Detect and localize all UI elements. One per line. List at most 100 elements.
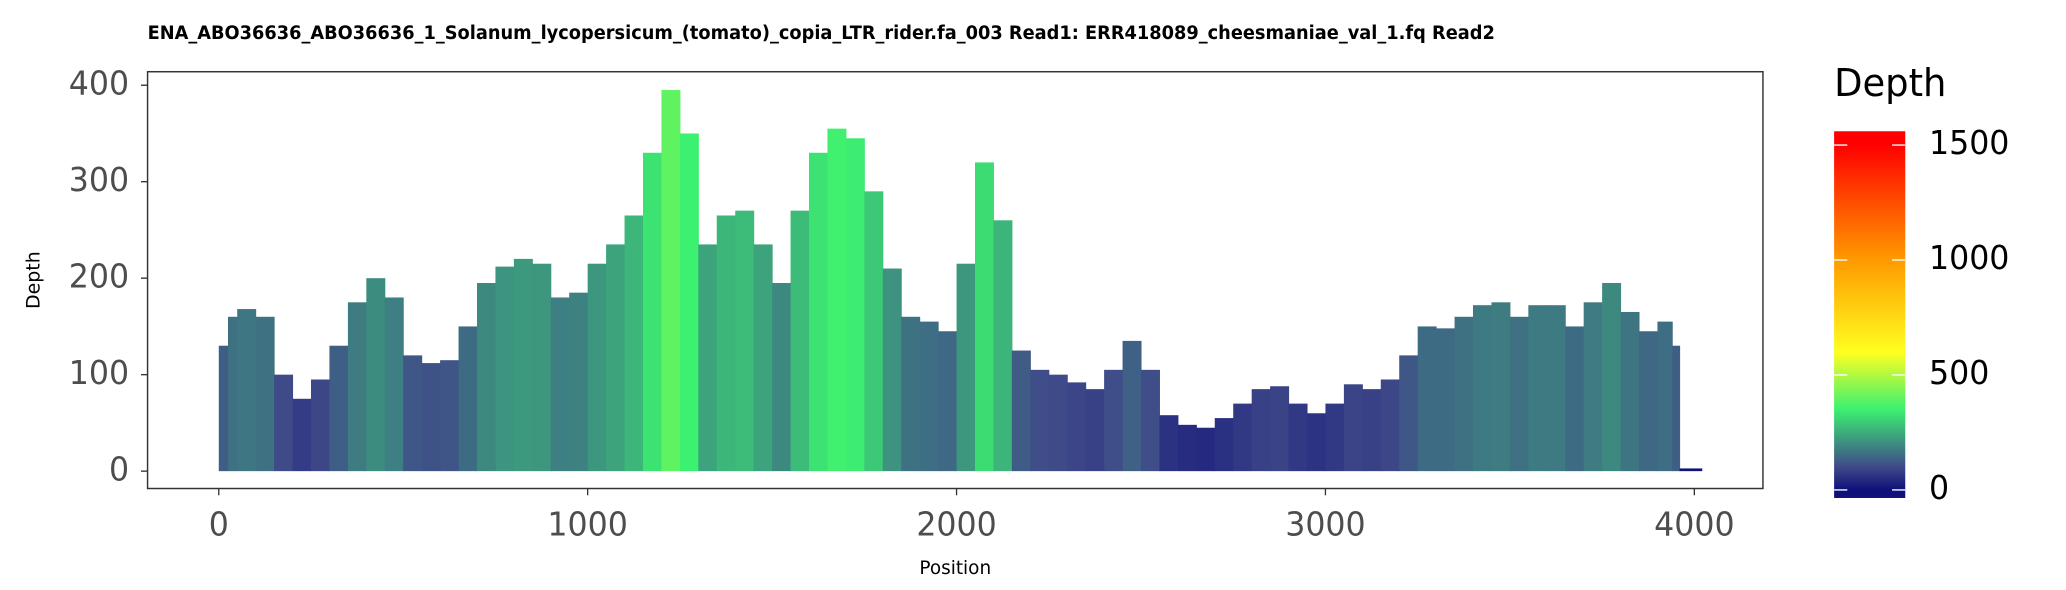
- bar: [1602, 283, 1622, 472]
- bar: [366, 278, 386, 472]
- bar: [292, 398, 312, 472]
- bar: [513, 258, 533, 472]
- bar: [1546, 305, 1566, 472]
- bar: [1196, 427, 1216, 472]
- bar: [421, 363, 441, 472]
- bar: [1620, 311, 1640, 472]
- bar: [1657, 321, 1673, 472]
- bar: [218, 345, 229, 472]
- bar: [237, 309, 257, 472]
- y-tick-label: 300: [69, 160, 129, 199]
- bar: [1362, 389, 1382, 472]
- bar: [274, 374, 294, 472]
- bar: [1509, 316, 1529, 472]
- y-tick-label: 400: [69, 64, 129, 103]
- x-tick-label: 2000: [916, 505, 996, 544]
- bar: [679, 133, 699, 472]
- colorbar-label: 1000: [1929, 239, 2009, 278]
- bar: [606, 244, 626, 472]
- bar: [827, 128, 847, 472]
- bar: [310, 379, 330, 472]
- bar: [347, 302, 367, 472]
- bar: [440, 360, 460, 472]
- bar: [716, 215, 736, 472]
- bar: [1307, 413, 1326, 472]
- bar: [1233, 403, 1253, 472]
- bar: [1565, 326, 1585, 472]
- plot-border: [146, 70, 1764, 490]
- bar: [587, 263, 607, 472]
- bar: [569, 292, 589, 472]
- bar: [1104, 369, 1124, 472]
- y-tick-label: 100: [69, 353, 129, 392]
- bar: [1140, 369, 1160, 472]
- bar: [1067, 382, 1087, 472]
- colorbar-label: 500: [1929, 354, 1989, 393]
- bar: [255, 316, 275, 472]
- bar: [1690, 468, 1703, 472]
- bar: [1672, 345, 1681, 472]
- bar: [1436, 328, 1456, 472]
- y-tick-label: 200: [69, 257, 129, 296]
- x-axis-title: Position: [919, 558, 991, 579]
- bar: [1325, 403, 1345, 472]
- bar: [919, 321, 939, 472]
- bar: [698, 244, 718, 472]
- bar: [845, 138, 865, 472]
- bar: [1085, 389, 1105, 472]
- bar: [1214, 418, 1234, 472]
- colorbar-label: 0: [1929, 469, 1949, 508]
- bar: [1251, 389, 1271, 472]
- bar: [1159, 415, 1179, 472]
- bar: [1454, 316, 1474, 472]
- bar: [642, 152, 662, 472]
- bar: [1528, 305, 1548, 472]
- bar: [1288, 403, 1308, 472]
- bar: [1270, 386, 1290, 472]
- bar: [1343, 384, 1363, 472]
- bar: [624, 215, 644, 472]
- x-tick-label: 4000: [1654, 505, 1734, 544]
- bar: [458, 326, 478, 472]
- bar: [1011, 350, 1031, 472]
- bar: [1473, 305, 1492, 472]
- y-axis-title: Depth: [24, 251, 45, 309]
- bar: [938, 331, 958, 472]
- bar: [1380, 379, 1400, 472]
- bar: [956, 263, 976, 472]
- bar: [329, 345, 349, 472]
- bar: [882, 268, 902, 472]
- bar: [1048, 374, 1068, 472]
- bar: [974, 162, 994, 472]
- colorbar-label: 1500: [1929, 124, 2009, 163]
- x-tick-label: 0: [209, 505, 229, 544]
- bar: [1177, 424, 1197, 472]
- chart-title: ENA_ABO36636_ABO36636_1_Solanum_lycopers…: [148, 23, 1495, 44]
- bar: [550, 297, 570, 472]
- bar: [532, 263, 552, 472]
- bar: [495, 266, 515, 472]
- bar: [1030, 369, 1050, 472]
- bar: [901, 316, 921, 472]
- bar: [403, 355, 423, 472]
- x-tick-label: 1000: [547, 505, 627, 544]
- bar: [1679, 468, 1692, 472]
- bar: [1417, 326, 1437, 472]
- bar: [1639, 331, 1658, 472]
- bar: [808, 152, 828, 472]
- bar: [1399, 355, 1419, 472]
- bar: [227, 316, 238, 472]
- bar: [476, 283, 496, 472]
- bar: [1122, 340, 1142, 472]
- bar: [1583, 302, 1603, 472]
- bar: [993, 220, 1013, 472]
- bar: [735, 210, 755, 472]
- bar: [753, 244, 773, 472]
- x-tick-label: 3000: [1285, 505, 1365, 544]
- legend-title: Depth: [1834, 60, 1946, 105]
- y-tick-label: 0: [109, 450, 129, 489]
- colorbar: [1834, 131, 1906, 498]
- bar: [772, 283, 792, 472]
